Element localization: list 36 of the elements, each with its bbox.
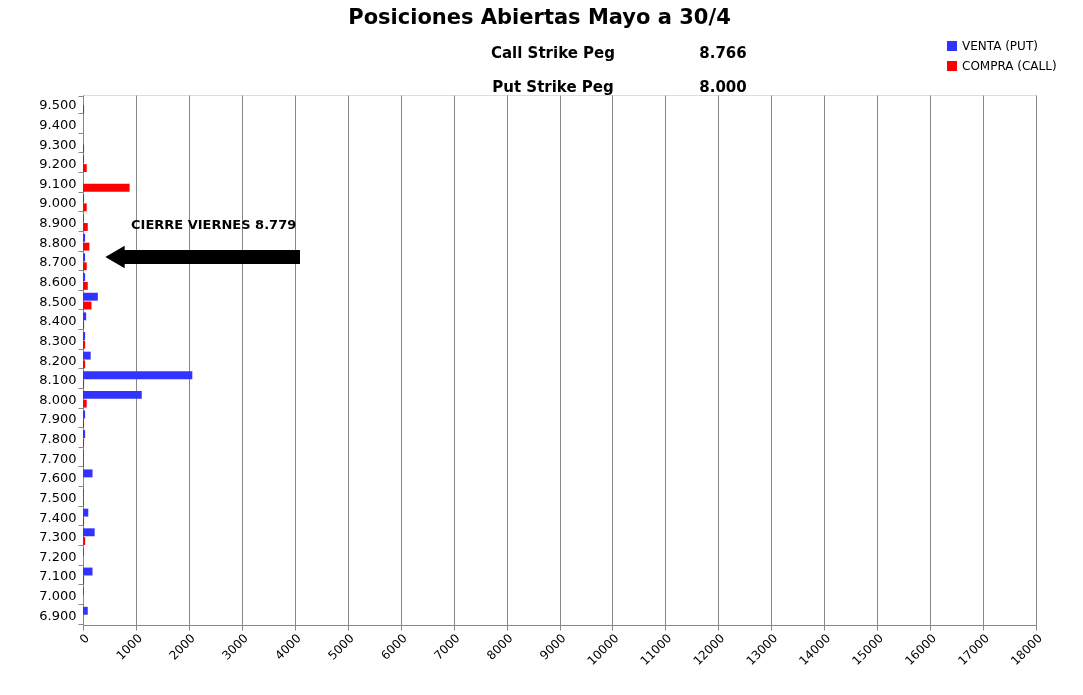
text: Call Strike Peg xyxy=(490,44,616,62)
y-tick-label: 8.400 xyxy=(39,313,77,329)
y-tick-label: 8.900 xyxy=(39,215,77,231)
legend-label: COMPRA (CALL) xyxy=(962,59,1057,73)
y-tick-label: 8.500 xyxy=(39,293,77,309)
y-tick-label: 7.800 xyxy=(39,431,77,447)
y-tick-label: 8.000 xyxy=(39,391,77,407)
y-tick-label: 8.600 xyxy=(39,273,77,289)
y-tick-label: 9.200 xyxy=(39,156,77,172)
y-tick-label: 9.100 xyxy=(39,175,77,191)
y-tick-label: 7.900 xyxy=(39,411,77,427)
y-tick-label: 7.000 xyxy=(39,588,77,604)
y-tick-label: 7.200 xyxy=(39,548,77,564)
legend-label: VENTA (PUT) xyxy=(962,39,1038,53)
y-tick-label: 9.000 xyxy=(39,195,77,211)
annotation: CIERRE VIERNES 8.779 xyxy=(131,217,297,232)
y-tick-label: 6.900 xyxy=(39,607,77,623)
y-tick-label: 9.300 xyxy=(39,136,77,152)
y-tick-label: 7.700 xyxy=(39,450,77,466)
annotation: 8.000 xyxy=(699,78,747,96)
y-tick-label: 8.700 xyxy=(39,254,77,270)
annotation: Put Strike Peg xyxy=(492,78,614,96)
y-tick-label: 8.800 xyxy=(39,234,77,250)
y-tick-label: 8.100 xyxy=(39,372,77,388)
y-tick-label: 7.500 xyxy=(39,489,77,505)
y-tick-label: 7.100 xyxy=(39,568,77,584)
y-tick-label: 8.200 xyxy=(39,352,77,368)
y-tick-label: 9.500 xyxy=(39,97,77,113)
y-tick-label: 7.600 xyxy=(39,470,77,486)
x-tick-label: 0 xyxy=(76,631,92,647)
y-tick-label: 7.300 xyxy=(39,529,77,545)
text: 8.766 xyxy=(699,44,747,62)
chart-title: Posiciones Abiertas Mayo a 30/4 xyxy=(348,5,731,29)
y-tick-label: 9.400 xyxy=(39,116,77,132)
y-tick-label: 8.300 xyxy=(39,332,77,348)
y-tick-label: 7.400 xyxy=(39,509,77,525)
